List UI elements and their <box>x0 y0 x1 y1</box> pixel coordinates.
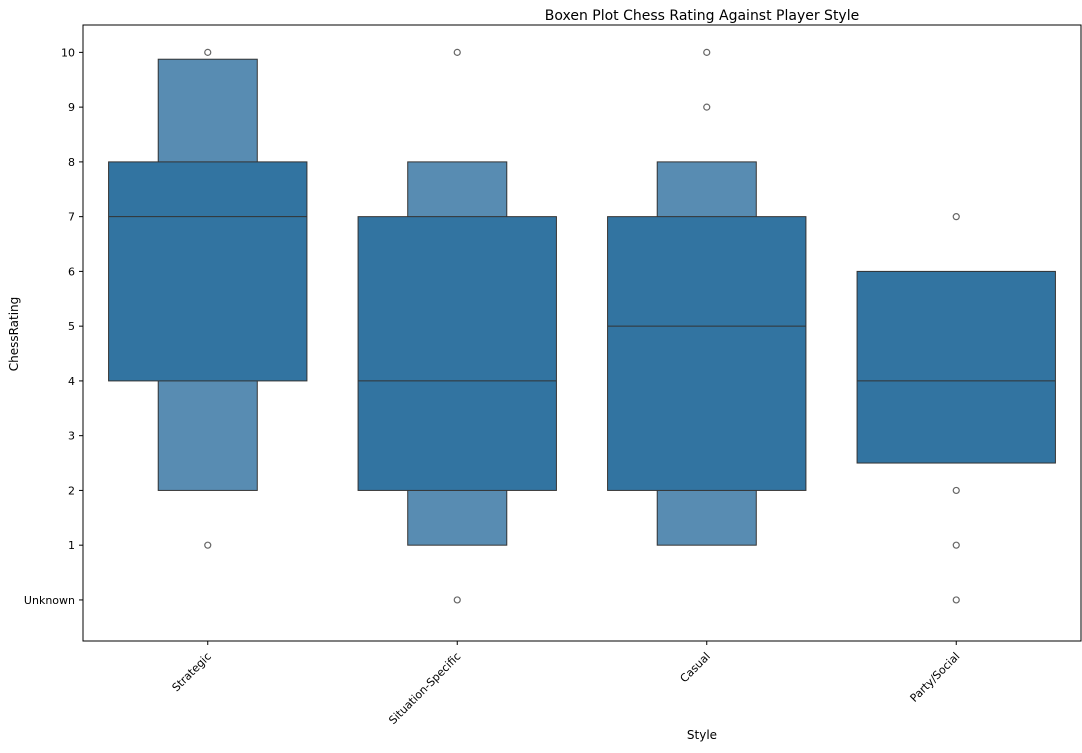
y-tick-label: 2 <box>68 484 75 497</box>
outlier-point <box>952 486 960 495</box>
y-tick-label: Unknown <box>24 594 75 607</box>
y-tick-label: 5 <box>68 320 75 333</box>
inner-box <box>607 216 807 491</box>
boxen-group <box>357 48 557 604</box>
outlier-point <box>204 541 212 549</box>
y-tick-label: 9 <box>68 101 75 114</box>
outlier-point <box>204 48 212 56</box>
y-tick-label: 6 <box>68 265 75 278</box>
chart-title: Boxen Plot Chess Rating Against Player S… <box>545 8 859 24</box>
x-axis-label: Style <box>687 728 717 742</box>
boxen-group <box>108 48 308 549</box>
outlier-point <box>453 48 461 56</box>
outlier-point <box>703 103 711 111</box>
plot-area <box>108 48 1056 604</box>
inner-box <box>357 216 557 491</box>
y-tick-label: 3 <box>68 430 75 443</box>
outlier-point <box>952 541 960 549</box>
y-axis-label: ChessRating <box>7 297 21 372</box>
outlier-point <box>703 48 711 56</box>
y-tick-label: 10 <box>61 46 75 59</box>
outlier-point <box>952 213 960 221</box>
y-tick-label: 4 <box>68 375 75 388</box>
x-tick-label: Situation-Specific <box>386 650 463 727</box>
plot-frame <box>82 24 1082 642</box>
inner-box <box>856 270 1056 464</box>
inner-box <box>108 161 308 382</box>
y-tick-label: 1 <box>68 539 75 552</box>
y-tick-label: 7 <box>68 211 75 224</box>
y-tick-label: 8 <box>68 156 75 169</box>
boxen-group <box>607 48 807 546</box>
boxen-group <box>856 213 1056 604</box>
x-tick-label: Party/Social <box>908 650 963 705</box>
outlier-point <box>453 596 461 604</box>
x-tick-label: Strategic <box>170 650 214 694</box>
outlier-point <box>952 596 960 604</box>
x-tick-label: Casual <box>678 650 713 685</box>
